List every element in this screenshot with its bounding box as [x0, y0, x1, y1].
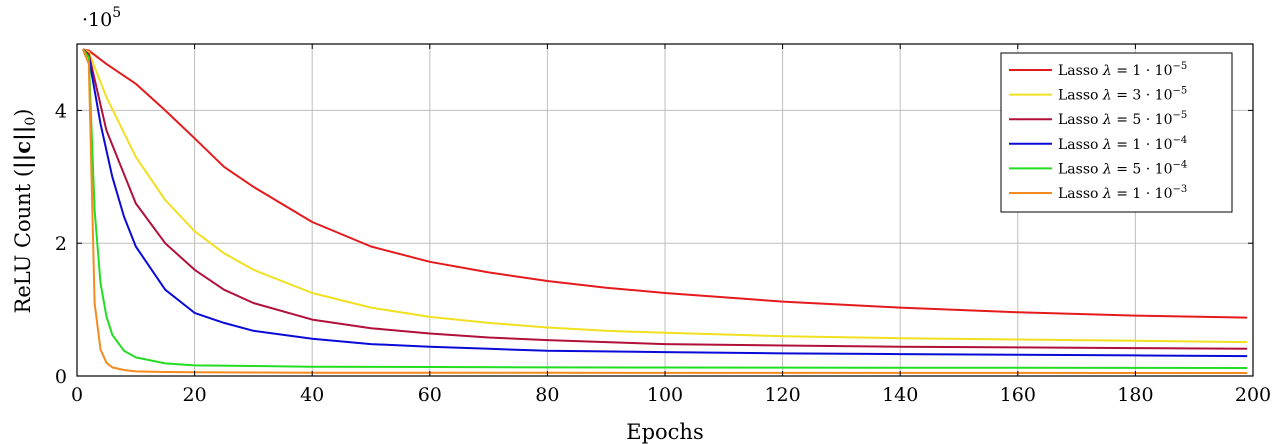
x-tick-label: 40	[300, 384, 324, 406]
legend: Lasso λ = 1 · 10−5 Lasso λ = 3 · 10−5 Lass…	[1000, 52, 1233, 213]
x-tick-label: 60	[418, 384, 442, 406]
x-tick-label: 20	[183, 384, 207, 406]
series-layer	[81, 48, 1248, 374]
series-line-1	[82, 48, 1248, 319]
legend-entry-label: Lasso λ = 1 · 10−5	[1058, 61, 1187, 79]
x-tick-label: 160	[1000, 384, 1036, 406]
y-tick-label: 2	[55, 233, 67, 255]
x-tick-label: 120	[764, 384, 800, 406]
y-axis-label: ReLU Count (||c||0)	[10, 109, 39, 314]
y-tick-label: 0	[55, 366, 67, 388]
x-tick-label: 100	[647, 384, 683, 406]
legend-entry-label: Lasso λ = 5 · 10−4	[1058, 159, 1187, 177]
x-tick-label: 200	[1235, 384, 1271, 406]
series-line-6	[81, 48, 1248, 374]
x-tick-label: 80	[535, 384, 559, 406]
legend-entries: Lasso λ = 1 · 10−5 Lasso λ = 3 · 10−5 Lass…	[1009, 61, 1187, 202]
series-line-5	[82, 48, 1248, 369]
x-tick-label: 140	[882, 384, 918, 406]
legend-entry-label: Lasso λ = 5 · 10−5	[1058, 110, 1187, 128]
legend-entry-label: Lasso λ = 3 · 10−5	[1058, 86, 1187, 104]
series-line-3	[82, 48, 1248, 350]
y-tick-label: 4	[55, 100, 67, 122]
y-multiplier: ·105	[82, 5, 121, 31]
series-line-2	[82, 48, 1248, 344]
x-tick-label: 180	[1117, 384, 1153, 406]
legend-entry-label: Lasso λ = 1 · 10−4	[1058, 135, 1187, 153]
tick-layer: 0 20 40 60 80 100 120 140 160 180 200 0 2 4	[55, 44, 1271, 406]
legend-entry-label: Lasso λ = 1 · 10−3	[1058, 184, 1187, 202]
x-axis-label: Epochs	[626, 420, 703, 444]
legend-box	[1000, 52, 1233, 213]
series-line-4	[82, 48, 1248, 358]
x-tick-label: 0	[71, 384, 83, 406]
